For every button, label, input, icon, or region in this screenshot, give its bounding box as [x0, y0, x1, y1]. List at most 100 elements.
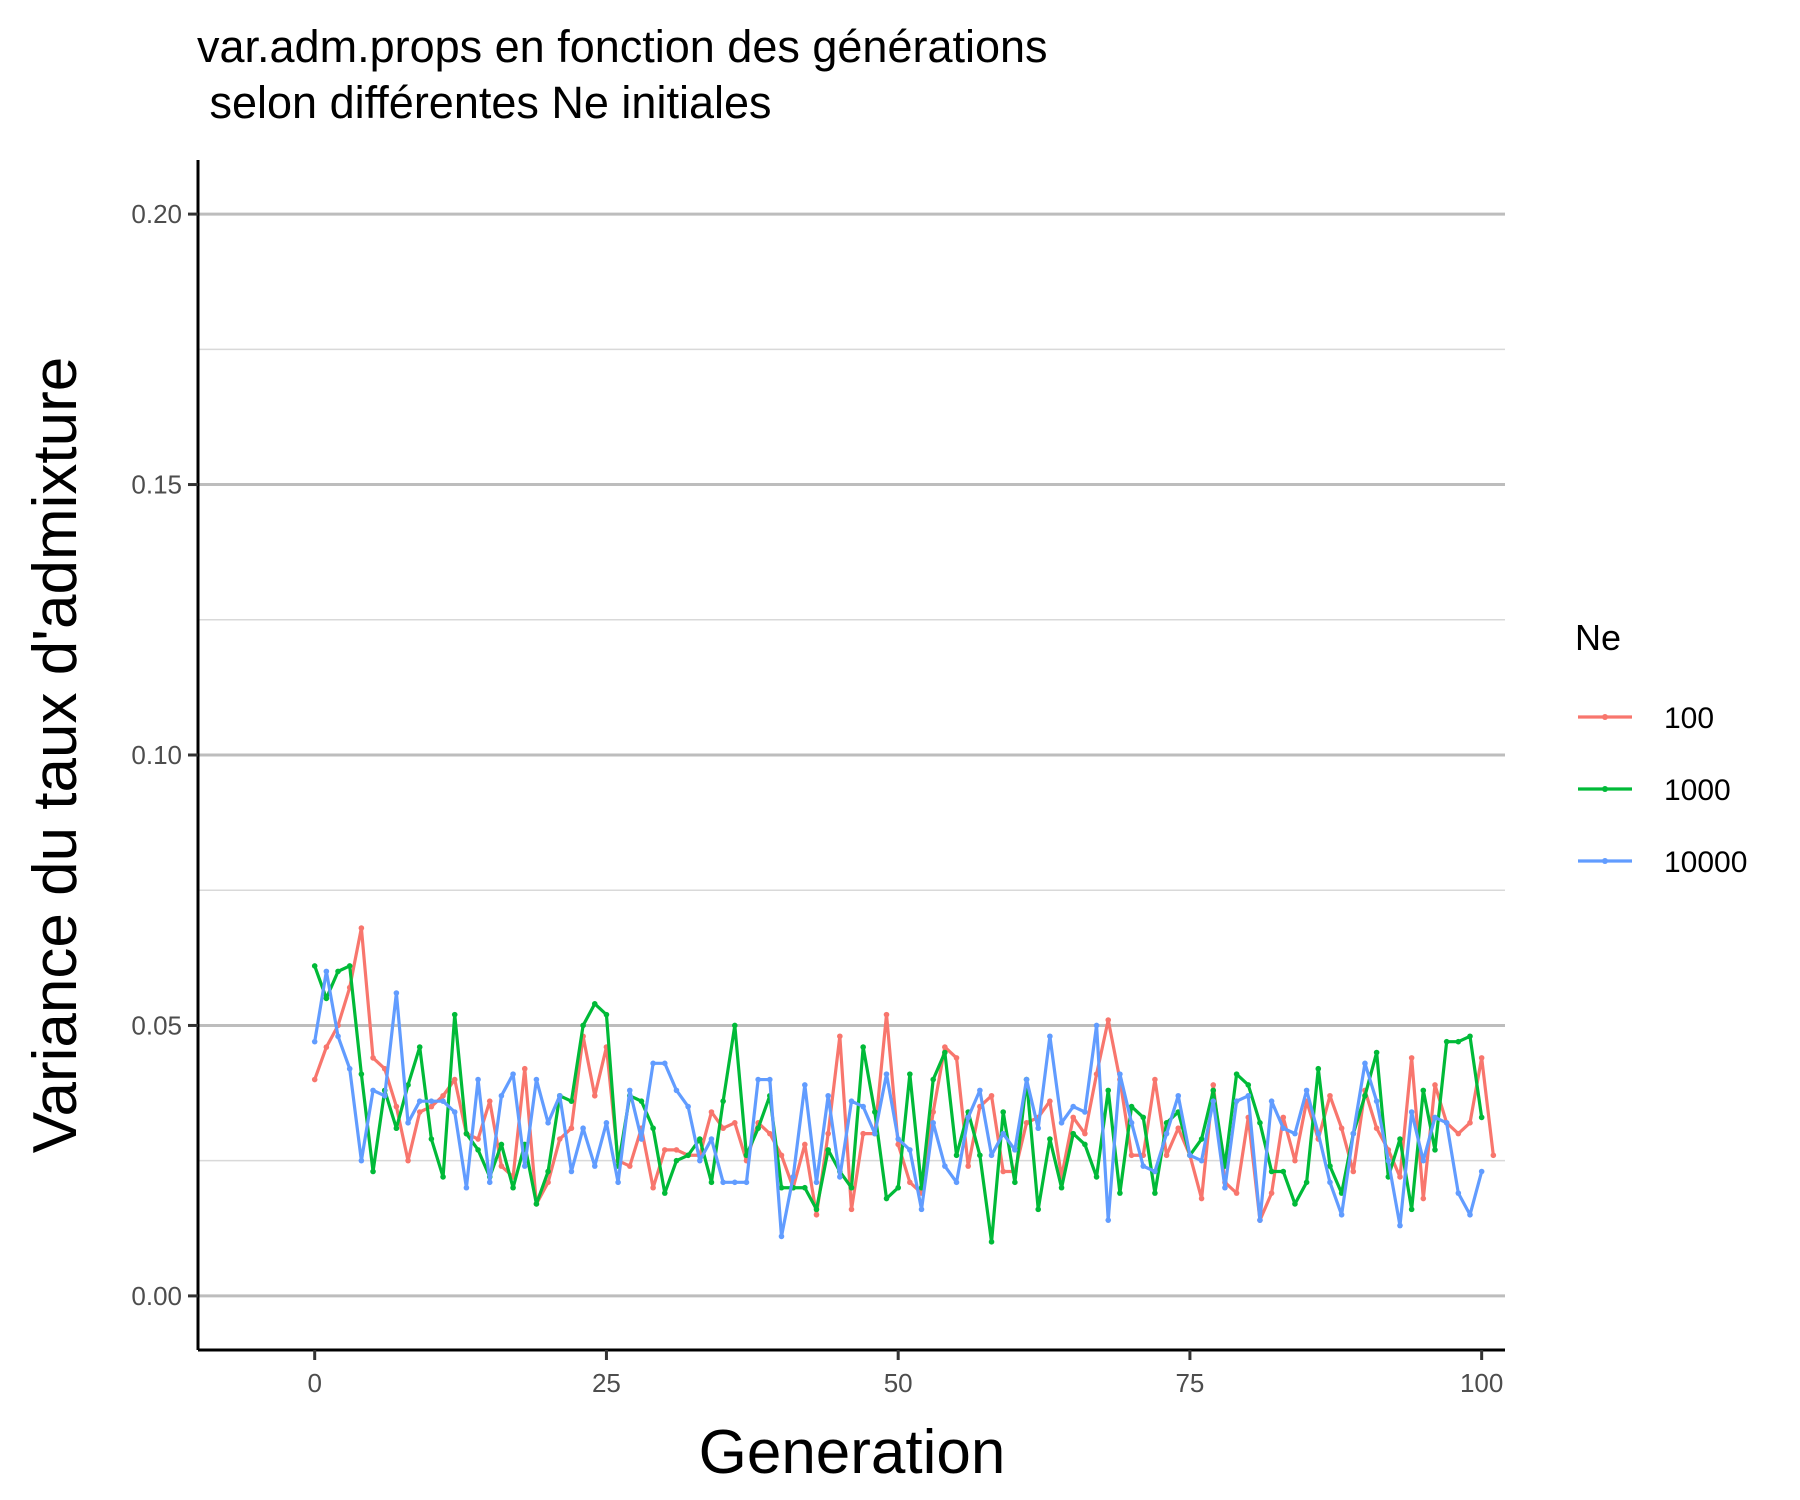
data-point: [883, 1071, 890, 1077]
data-point: [988, 1092, 995, 1099]
data-point: [638, 1098, 645, 1104]
data-point: [1093, 1174, 1100, 1180]
data-point: [475, 1076, 481, 1083]
grid-lines: [198, 212, 1505, 1298]
data-point: [1268, 1098, 1275, 1104]
data-point: [1443, 1038, 1450, 1045]
data-point: [696, 1136, 703, 1142]
data-point: [1023, 1076, 1030, 1083]
series-10000: [311, 968, 1485, 1240]
data-point: [1047, 1033, 1053, 1040]
data-point: [1338, 1211, 1345, 1218]
data-point: [650, 1060, 656, 1067]
data-point: [1210, 1098, 1217, 1104]
data-point: [498, 1141, 505, 1148]
data-point: [1140, 1163, 1147, 1169]
data-point: [720, 1098, 726, 1104]
data-point: [1082, 1109, 1088, 1115]
data-point: [1373, 1049, 1380, 1056]
data-point: [1012, 1179, 1018, 1186]
data-point: [1210, 1087, 1217, 1094]
data-point: [942, 1163, 948, 1169]
data-point: [1303, 1179, 1310, 1186]
y-tick-label: 0.10: [131, 740, 182, 770]
data-point: [591, 1163, 598, 1169]
legend-key-point: [1602, 714, 1608, 720]
data-point: [930, 1109, 936, 1115]
data-point: [650, 1125, 656, 1132]
data-point: [626, 1163, 633, 1169]
data-point: [953, 1152, 960, 1159]
data-point: [393, 1125, 400, 1132]
x-tick-label: 50: [884, 1368, 913, 1398]
data-point: [942, 1044, 948, 1050]
data-point: [767, 1076, 773, 1083]
data-point: [1327, 1163, 1333, 1169]
data-point: [1257, 1120, 1263, 1126]
data-point: [1443, 1120, 1450, 1126]
data-point: [1397, 1174, 1403, 1180]
data-point: [463, 1130, 470, 1137]
data-point: [848, 1206, 855, 1213]
data-point: [358, 1157, 365, 1164]
data-point: [428, 1136, 435, 1142]
data-point: [708, 1136, 715, 1142]
data-point: [1245, 1092, 1252, 1099]
data-point: [685, 1152, 691, 1159]
data-point: [1198, 1136, 1205, 1142]
data-point: [1362, 1092, 1368, 1099]
data-point: [1455, 1190, 1462, 1196]
data-point: [475, 1147, 481, 1153]
series-1000: [311, 963, 1485, 1245]
data-point: [1467, 1033, 1473, 1040]
data-point: [428, 1103, 435, 1110]
data-point: [1280, 1114, 1287, 1121]
data-point: [591, 1092, 598, 1099]
data-point: [1327, 1179, 1333, 1186]
data-point: [650, 1184, 656, 1191]
data-point: [1420, 1087, 1427, 1094]
data-point: [755, 1076, 761, 1083]
data-point: [1292, 1201, 1298, 1207]
data-point: [1047, 1098, 1053, 1104]
data-point: [872, 1130, 878, 1137]
data-point: [603, 1011, 610, 1018]
data-point: [988, 1152, 995, 1159]
data-point: [1000, 1168, 1007, 1175]
data-point: [1303, 1087, 1310, 1094]
data-point: [1023, 1120, 1030, 1126]
data-point: [661, 1060, 668, 1067]
data-point: [556, 1136, 563, 1142]
data-point: [335, 1033, 341, 1040]
data-point: [965, 1114, 971, 1121]
data-point: [1000, 1109, 1007, 1115]
data-point: [1210, 1082, 1217, 1088]
data-point: [1222, 1184, 1228, 1191]
data-point: [837, 1033, 843, 1040]
data-point: [778, 1152, 785, 1159]
data-point: [813, 1211, 820, 1218]
data-point: [1397, 1136, 1403, 1142]
data-point: [1070, 1114, 1077, 1121]
data-point: [1105, 1217, 1112, 1223]
y-tick-label: 0.20: [131, 199, 182, 229]
data-point: [661, 1147, 668, 1153]
data-point: [486, 1179, 493, 1186]
data-point: [1478, 1055, 1485, 1061]
data-point: [720, 1125, 726, 1132]
data-point: [872, 1109, 878, 1115]
data-point: [918, 1206, 925, 1213]
chart-title: var.adm.props en fonction des génération…: [197, 21, 1048, 72]
data-point: [802, 1082, 808, 1088]
data-point: [767, 1130, 773, 1137]
data-point: [977, 1152, 983, 1159]
data-point: [521, 1065, 528, 1072]
data-point: [1315, 1065, 1322, 1072]
data-point: [1012, 1147, 1018, 1153]
data-point: [638, 1136, 645, 1142]
data-point: [1152, 1076, 1158, 1083]
data-point: [381, 1092, 388, 1099]
data-point: [568, 1125, 575, 1132]
data-point: [358, 925, 365, 931]
data-point: [626, 1087, 633, 1094]
